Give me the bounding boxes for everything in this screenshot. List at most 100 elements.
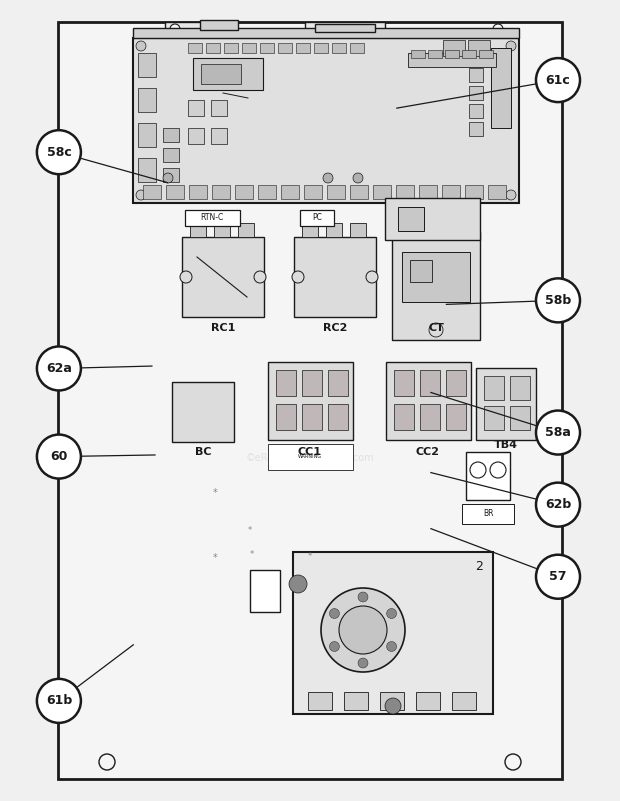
FancyBboxPatch shape	[268, 444, 353, 470]
Circle shape	[254, 271, 266, 283]
FancyBboxPatch shape	[304, 185, 322, 199]
Text: 58c: 58c	[46, 146, 71, 159]
Text: 58a: 58a	[545, 426, 571, 439]
FancyBboxPatch shape	[476, 368, 536, 440]
Text: 62b: 62b	[545, 498, 571, 511]
Text: 2: 2	[475, 560, 483, 573]
FancyBboxPatch shape	[211, 100, 227, 116]
FancyBboxPatch shape	[258, 185, 276, 199]
Circle shape	[536, 58, 580, 102]
FancyBboxPatch shape	[302, 404, 322, 430]
FancyBboxPatch shape	[462, 504, 514, 524]
Text: RTN-C: RTN-C	[200, 214, 224, 223]
Circle shape	[99, 754, 115, 770]
FancyBboxPatch shape	[469, 104, 483, 118]
FancyBboxPatch shape	[315, 24, 375, 32]
Circle shape	[493, 24, 503, 34]
FancyBboxPatch shape	[350, 43, 364, 53]
FancyBboxPatch shape	[484, 406, 504, 430]
FancyBboxPatch shape	[396, 185, 414, 199]
FancyBboxPatch shape	[491, 48, 511, 128]
Text: 57: 57	[549, 570, 567, 583]
FancyBboxPatch shape	[235, 185, 253, 199]
Circle shape	[536, 411, 580, 454]
FancyBboxPatch shape	[166, 185, 184, 199]
FancyBboxPatch shape	[138, 123, 156, 147]
Circle shape	[323, 173, 333, 183]
Circle shape	[292, 271, 304, 283]
FancyBboxPatch shape	[394, 404, 414, 430]
FancyBboxPatch shape	[138, 88, 156, 112]
FancyBboxPatch shape	[163, 128, 179, 142]
FancyBboxPatch shape	[344, 692, 368, 710]
Circle shape	[505, 754, 521, 770]
FancyBboxPatch shape	[278, 43, 292, 53]
FancyBboxPatch shape	[385, 198, 480, 240]
Circle shape	[536, 555, 580, 598]
FancyBboxPatch shape	[428, 50, 442, 58]
FancyBboxPatch shape	[293, 552, 493, 714]
FancyBboxPatch shape	[419, 185, 437, 199]
FancyBboxPatch shape	[300, 210, 334, 226]
FancyBboxPatch shape	[224, 43, 238, 53]
FancyBboxPatch shape	[402, 252, 470, 302]
FancyBboxPatch shape	[466, 452, 510, 500]
FancyBboxPatch shape	[133, 38, 519, 203]
Text: CT: CT	[428, 323, 444, 333]
FancyBboxPatch shape	[188, 128, 204, 144]
FancyBboxPatch shape	[410, 260, 432, 282]
Text: BC: BC	[195, 447, 211, 457]
FancyBboxPatch shape	[398, 207, 424, 231]
FancyBboxPatch shape	[442, 185, 460, 199]
FancyBboxPatch shape	[212, 185, 230, 199]
Circle shape	[387, 609, 397, 618]
Circle shape	[289, 575, 307, 593]
Text: CC1: CC1	[298, 447, 322, 457]
FancyBboxPatch shape	[296, 43, 310, 53]
FancyBboxPatch shape	[392, 232, 480, 340]
FancyBboxPatch shape	[332, 43, 346, 53]
FancyBboxPatch shape	[408, 53, 496, 67]
Circle shape	[506, 41, 516, 51]
FancyBboxPatch shape	[420, 370, 440, 396]
Text: 61b: 61b	[46, 694, 72, 707]
Circle shape	[136, 190, 146, 200]
Circle shape	[180, 271, 192, 283]
Circle shape	[470, 462, 486, 478]
Circle shape	[163, 173, 173, 183]
FancyBboxPatch shape	[305, 22, 385, 32]
FancyBboxPatch shape	[328, 370, 348, 396]
FancyBboxPatch shape	[469, 50, 483, 64]
FancyBboxPatch shape	[326, 223, 342, 237]
FancyBboxPatch shape	[327, 185, 345, 199]
Circle shape	[170, 24, 180, 34]
FancyBboxPatch shape	[58, 22, 562, 779]
Text: RC1: RC1	[211, 323, 235, 333]
FancyBboxPatch shape	[443, 40, 465, 56]
FancyBboxPatch shape	[465, 185, 483, 199]
FancyBboxPatch shape	[172, 382, 234, 442]
FancyBboxPatch shape	[469, 86, 483, 100]
Circle shape	[536, 279, 580, 322]
Circle shape	[506, 190, 516, 200]
Text: *: *	[250, 550, 254, 560]
Text: 61c: 61c	[546, 74, 570, 87]
FancyBboxPatch shape	[510, 376, 530, 400]
FancyBboxPatch shape	[314, 43, 328, 53]
Circle shape	[429, 323, 443, 337]
Text: *: *	[248, 525, 252, 534]
FancyBboxPatch shape	[394, 370, 414, 396]
Circle shape	[366, 271, 378, 283]
Text: BR: BR	[483, 509, 494, 518]
Circle shape	[136, 41, 146, 51]
FancyBboxPatch shape	[242, 43, 256, 53]
FancyBboxPatch shape	[462, 50, 476, 58]
Text: PC: PC	[312, 214, 322, 223]
Text: RC2: RC2	[323, 323, 347, 333]
Circle shape	[37, 679, 81, 723]
FancyBboxPatch shape	[190, 223, 206, 237]
FancyBboxPatch shape	[206, 43, 220, 53]
Circle shape	[37, 347, 81, 390]
Text: TB4: TB4	[494, 440, 518, 450]
FancyBboxPatch shape	[268, 362, 353, 440]
